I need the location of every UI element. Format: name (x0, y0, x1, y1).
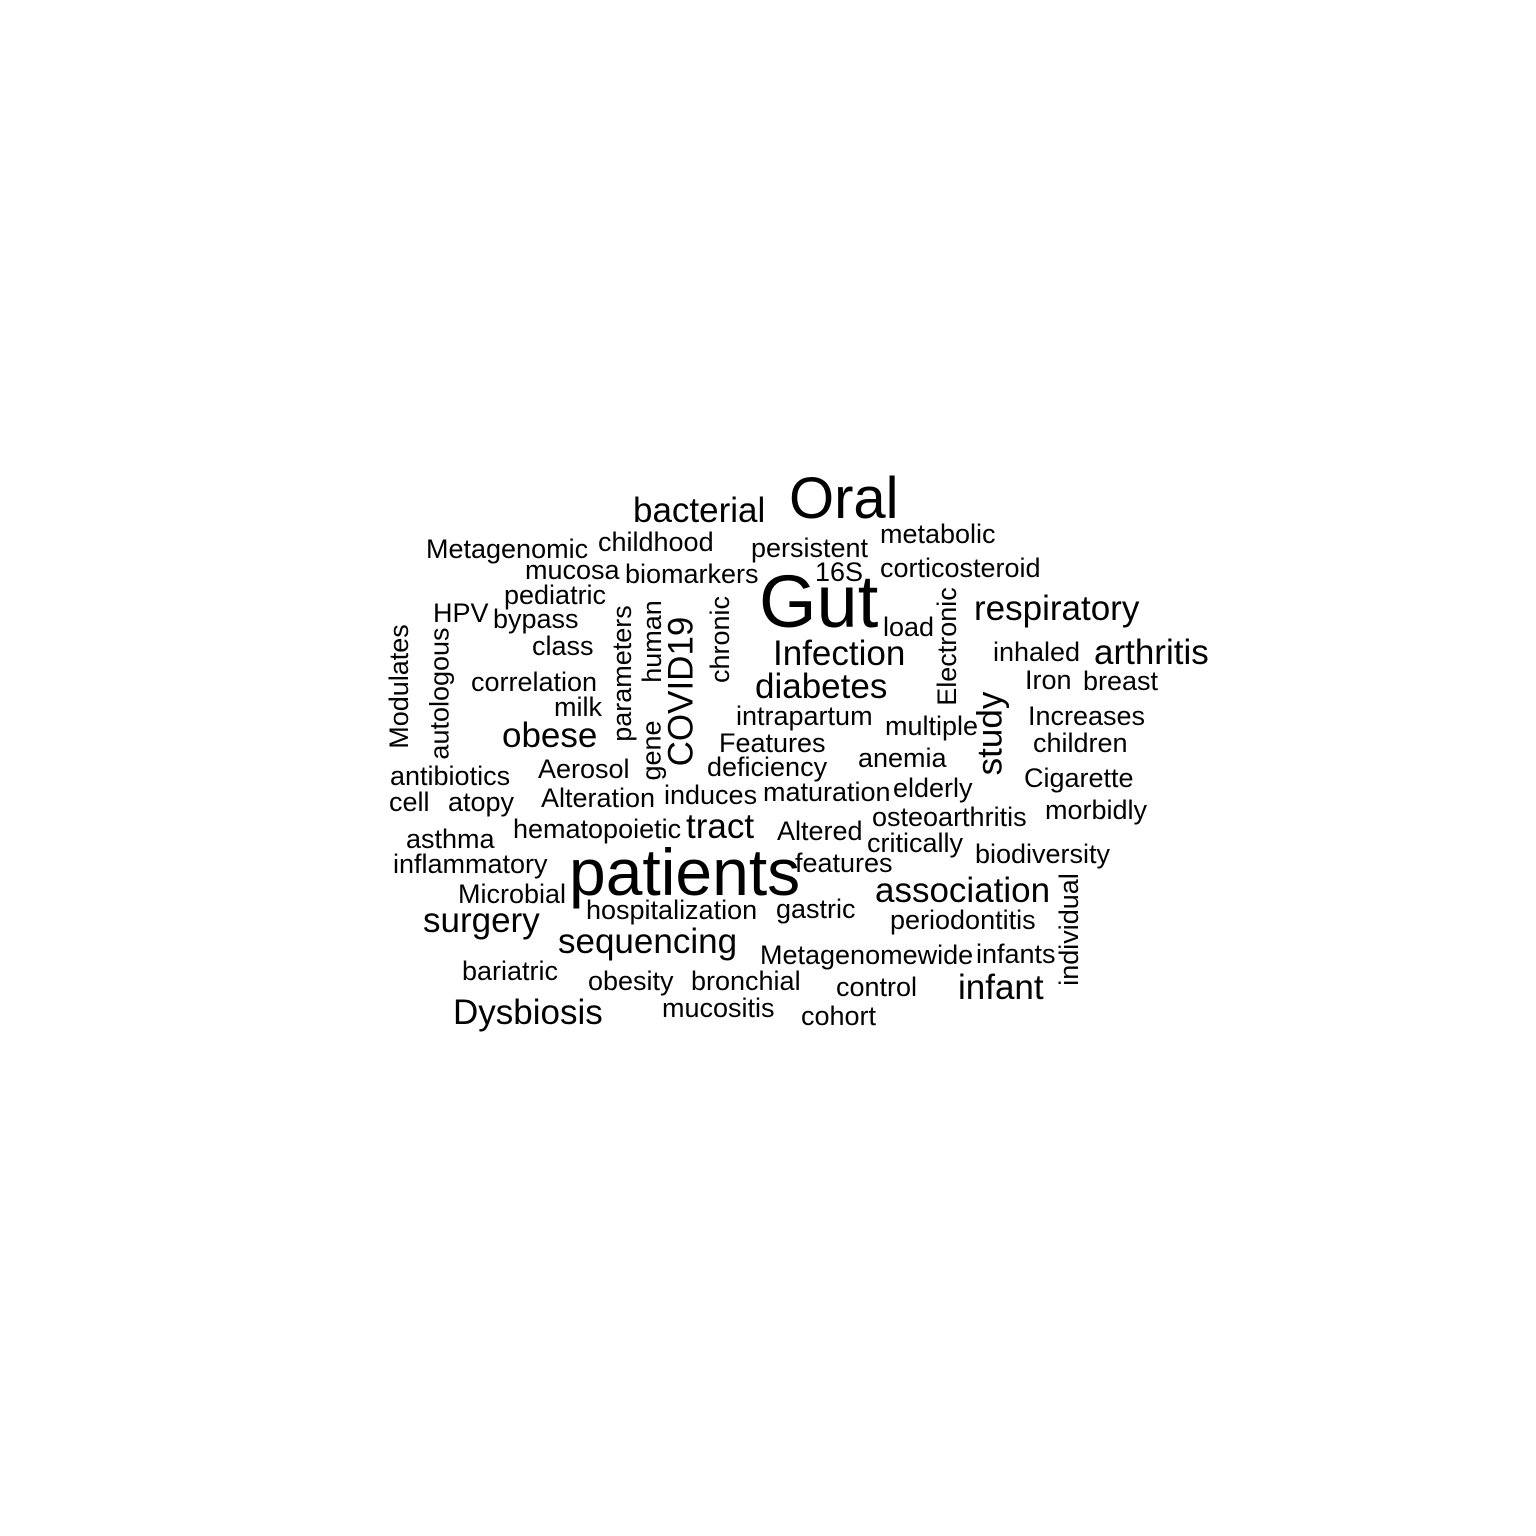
word-covid19: COVID19 (661, 616, 701, 767)
word-cell: cell (389, 787, 430, 817)
word-biodiversity: biodiversity (975, 839, 1111, 869)
word-patients: patients (569, 835, 801, 909)
word-diabetes: diabetes (755, 667, 888, 706)
word-obesity: obesity (588, 966, 674, 996)
word-intrapartum: intrapartum (736, 701, 873, 731)
word-milk: milk (554, 692, 602, 722)
word-metabolic: metabolic (880, 519, 996, 549)
word-load: load (883, 612, 935, 642)
word-sequencing: sequencing (558, 922, 738, 961)
word-asthma: asthma (406, 824, 495, 854)
word-gene: gene (636, 720, 667, 781)
word-inflammatory: inflammatory (393, 849, 548, 879)
word-infection: Infection (773, 634, 906, 673)
word-corticosteroid: corticosteroid (880, 553, 1041, 583)
word-autologous: autologous (424, 627, 455, 760)
word-cigarette: Cigarette (1024, 763, 1134, 793)
word-metagenomic: Metagenomic (426, 534, 589, 564)
word-persistent: persistent (751, 533, 869, 563)
word-multiple: multiple (885, 711, 979, 741)
word-antibiotics: antibiotics (390, 761, 511, 791)
word-electronic: Electronic (931, 587, 962, 706)
word-correlation: correlation (471, 667, 598, 697)
word-hematopoietic: hematopoietic (513, 814, 682, 844)
word-elderly: elderly (893, 773, 973, 803)
word-induces: induces (664, 780, 758, 810)
word-modulates: Modulates (383, 624, 414, 749)
word-aerosol: Aerosol (538, 754, 630, 784)
word-control: control (836, 972, 918, 1002)
word-bypass: bypass (493, 604, 579, 634)
word-bariatric: bariatric (462, 956, 559, 986)
word-individual: individual (1053, 873, 1084, 986)
word-microbial: Microbial (458, 879, 567, 909)
word-surgery: surgery (423, 901, 540, 940)
word-inhaled: inhaled (993, 637, 1081, 667)
word-breast: breast (1083, 666, 1159, 696)
word-mucosa: mucosa (525, 555, 620, 585)
word-alteration: Alteration (541, 783, 656, 813)
word-morbidly: morbidly (1045, 795, 1148, 825)
word-gut: Gut (759, 560, 879, 643)
word-iron: Iron (1025, 665, 1072, 695)
word-parameters: parameters (606, 605, 637, 742)
word-cohort: cohort (801, 1001, 877, 1031)
word-bronchial: bronchial (691, 966, 801, 996)
word-infant: infant (958, 968, 1044, 1007)
word-features-cap: Features (719, 728, 826, 758)
word-children: children (1033, 728, 1128, 758)
word-osteoarthritis: osteoarthritis (872, 802, 1027, 832)
word-biomarkers: biomarkers (625, 559, 759, 589)
word-gastric: gastric (776, 894, 856, 924)
word-tract: tract (686, 807, 755, 846)
word-deficiency: deficiency (707, 752, 828, 782)
word-class: class (532, 631, 594, 661)
word-anemia: anemia (858, 743, 947, 773)
word-hpv: HPV (433, 598, 489, 628)
word-dysbiosis: Dysbiosis (453, 993, 603, 1032)
word-chronic: chronic (705, 595, 736, 684)
word-infants: infants (976, 939, 1056, 969)
word-oral: Oral (789, 466, 899, 531)
word-atopy: atopy (448, 787, 515, 817)
word-mucositis: mucositis (662, 993, 775, 1023)
word-pediatric: pediatric (504, 580, 607, 610)
word-hospitalization: hospitalization (586, 895, 758, 925)
word-maturation: maturation (763, 777, 891, 807)
word-metagenomewide: Metagenomewide (760, 940, 974, 970)
word-respiratory: respiratory (974, 589, 1140, 628)
word-features: features (795, 848, 893, 878)
word-association: association (875, 871, 1051, 910)
word-critically: critically (867, 828, 964, 858)
word-16s: 16S (815, 557, 864, 587)
word-periodontitis: periodontitis (890, 905, 1036, 935)
word-childhood: childhood (598, 527, 714, 557)
word-arthritis: arthritis (1094, 633, 1209, 672)
word-obese: obese (502, 716, 598, 755)
word-increases: Increases (1028, 701, 1146, 731)
word-altered: Altered (777, 816, 863, 846)
word-bacterial: bacterial (633, 491, 766, 530)
